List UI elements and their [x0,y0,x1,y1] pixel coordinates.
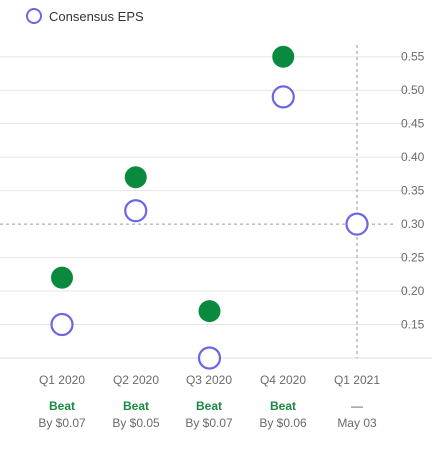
actual-eps-point [272,45,295,68]
quarter-label: Q1 2021 [333,373,381,387]
y-tick-label: 0.45 [401,117,425,131]
quarter-label: Q3 2020 [185,373,233,387]
beat-status: Beat [122,399,149,413]
consensus-eps-point [197,346,222,370]
y-tick-label: 0.30 [401,217,425,231]
quarter-label: Q1 2020 [38,373,86,387]
beat-amount: By $0.07 [185,416,233,430]
beat-amount: By $0.05 [112,416,160,430]
reference-lines [0,45,395,358]
report-date: May 03 [337,416,377,430]
y-tick-label: 0.25 [401,251,425,265]
consensus-eps-point [50,312,74,337]
y-tick-label: 0.50 [401,83,425,97]
actual-eps-point [51,266,73,289]
consensus-eps-point [271,85,295,109]
quarter-label: Q4 2020 [259,373,307,387]
chart-legend[interactable]: Consensus EPS [26,8,144,24]
y-tick-label: 0.15 [401,318,425,332]
consensus-legend-label: Consensus EPS [49,8,144,24]
consensus-eps-point [124,199,148,223]
y-axis-ticks: 0.15 0.20 0.25 0.30 0.35 0.40 0.45 0.50 0.55 [401,50,425,332]
beat-amount: By $0.07 [38,416,86,430]
y-tick-label: 0.35 [401,184,425,198]
y-tick-label: 0.20 [401,284,425,298]
beat-amount: By $0.06 [259,416,307,430]
consensus-eps-point [345,212,369,236]
beat-status: Beat [195,399,222,413]
consensus-legend-icon [26,8,42,24]
actual-eps-point [124,166,147,189]
y-tick-label: 0.40 [401,150,425,164]
quarter-label: Q2 2020 [112,373,160,387]
actual-eps-point [198,300,221,323]
beat-status: Beat [48,399,75,413]
beat-status: Beat [269,399,296,413]
pending-status: — [351,399,363,413]
y-tick-label: 0.55 [401,50,425,64]
data-points [50,45,369,370]
